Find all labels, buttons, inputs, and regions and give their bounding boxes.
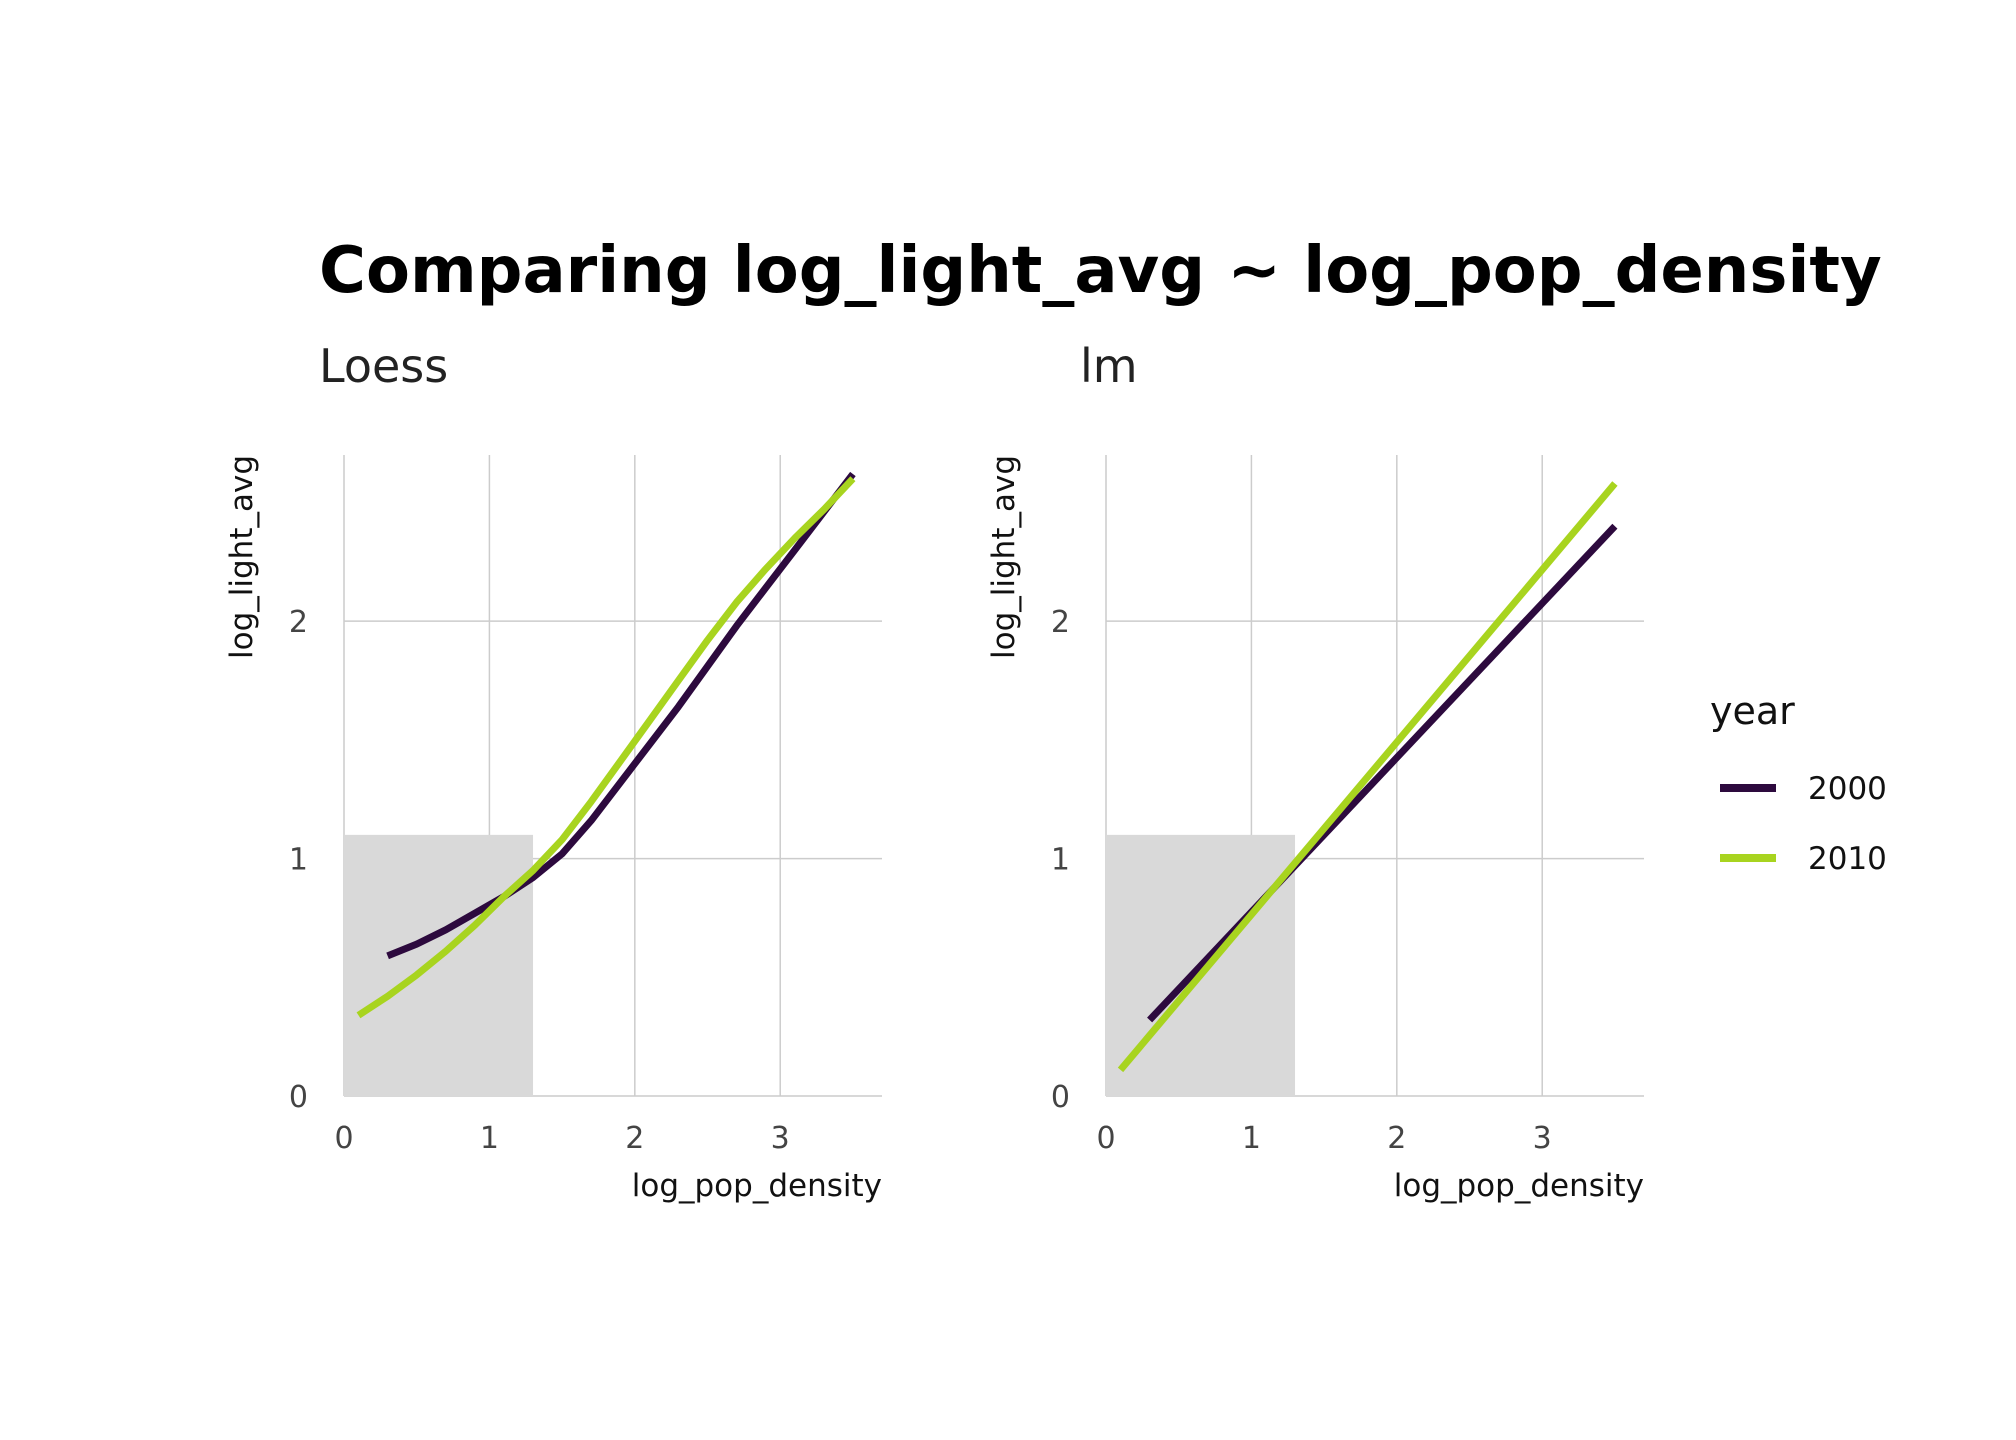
x-tick-label: 3	[1533, 1121, 1552, 1156]
legend: year 2000 2010	[1710, 689, 1887, 877]
legend-label-2000: 2000	[1808, 771, 1887, 807]
x-tick-label: 1	[480, 1121, 499, 1156]
series-line-2010	[356, 476, 856, 1019]
x-axis-label: log_pop_density	[632, 1168, 882, 1204]
shaded-region	[344, 834, 534, 1096]
x-axis-label: log_pop_density	[1394, 1168, 1644, 1204]
chart-title: Comparing log_light_avg ~ log_pop_densit…	[319, 234, 1882, 308]
panel-subtitle: Loess	[319, 339, 448, 393]
y-tick-label: 0	[1051, 1080, 1070, 1115]
x-tick-label: 3	[771, 1121, 790, 1156]
series-line-2010	[1117, 481, 1618, 1073]
series-line-2000	[386, 471, 856, 960]
y-tick-label: 1	[289, 843, 308, 878]
x-tick-label: 0	[1096, 1121, 1115, 1156]
x-tick-label: 2	[625, 1121, 644, 1156]
panel-lm: lm 0 1 2 3 0 1 2 log_pop_density log_light_avg	[986, 339, 1644, 1204]
y-tick-label: 2	[1051, 605, 1070, 640]
x-tick-label: 2	[1387, 1121, 1406, 1156]
series-line-2000	[1147, 523, 1618, 1023]
y-axis-label: log_light_avg	[224, 455, 260, 659]
legend-label-2010: 2010	[1808, 841, 1887, 877]
y-tick-label: 0	[289, 1080, 308, 1115]
y-axis-label: log_light_avg	[986, 455, 1022, 659]
x-tick-label: 0	[334, 1121, 353, 1156]
legend-title: year	[1710, 689, 1795, 733]
panel-loess: Loess 0 1 2 3 0 1 2 log_pop_density log_light_av…	[224, 339, 882, 1204]
y-tick-label: 2	[289, 605, 308, 640]
y-tick-label: 1	[1051, 843, 1070, 878]
x-tick-label: 1	[1242, 1121, 1261, 1156]
panel-subtitle: lm	[1080, 339, 1138, 393]
